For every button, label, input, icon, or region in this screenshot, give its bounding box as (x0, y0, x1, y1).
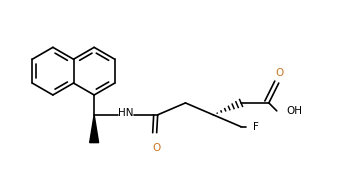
Text: HN: HN (118, 108, 134, 118)
Text: O: O (152, 143, 161, 153)
Text: F: F (253, 122, 259, 132)
Polygon shape (90, 115, 99, 143)
Text: OH: OH (287, 106, 303, 116)
Text: O: O (276, 68, 284, 78)
